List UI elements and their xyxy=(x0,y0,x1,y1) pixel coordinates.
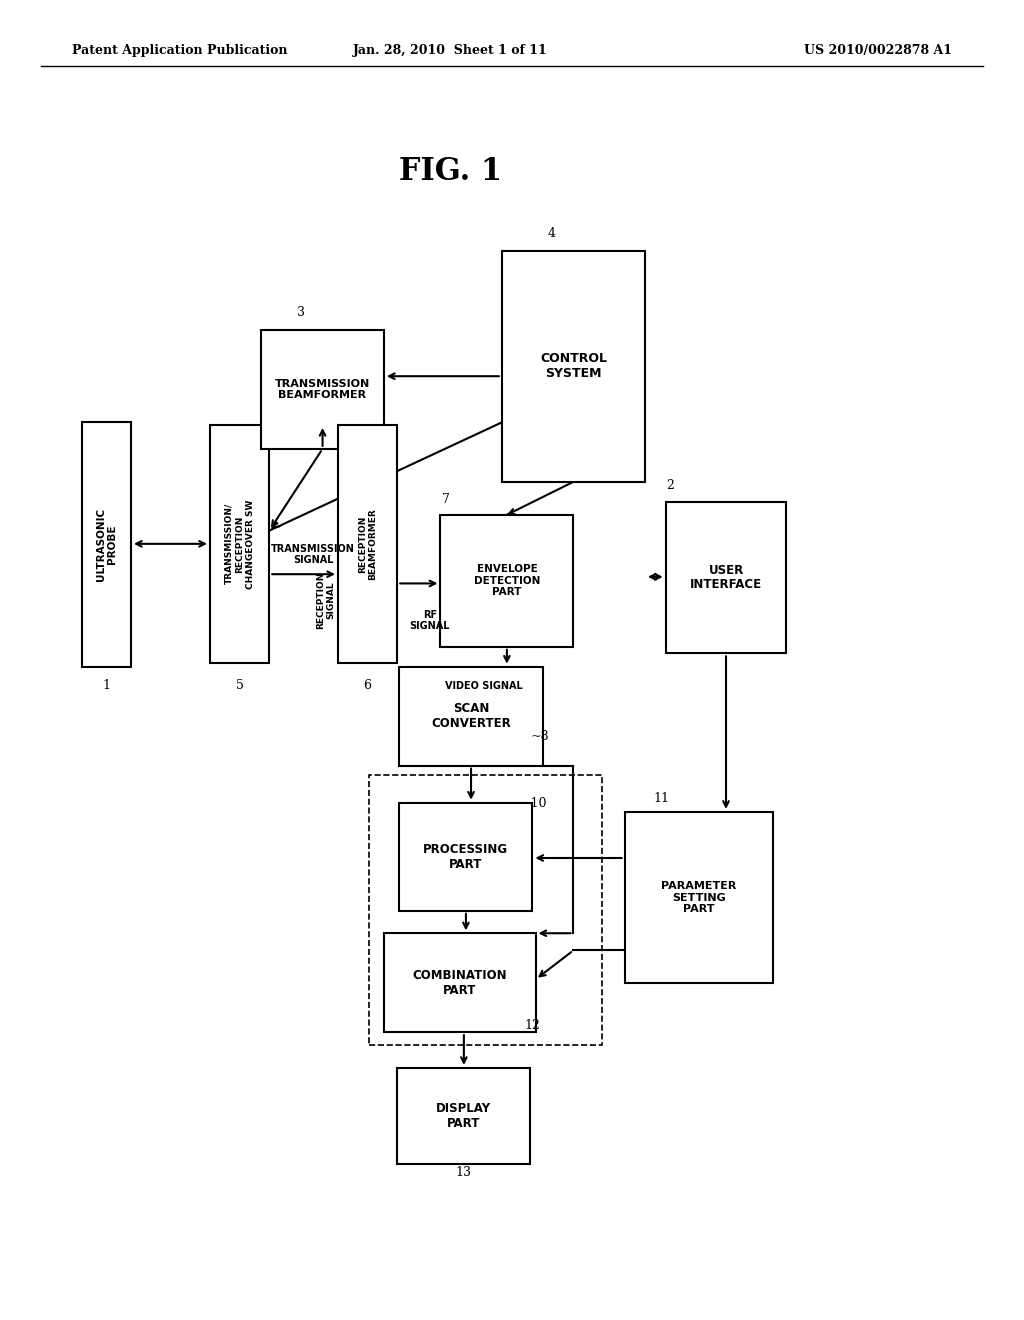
Text: 12: 12 xyxy=(524,1019,541,1032)
Text: PARAMETER
SETTING
PART: PARAMETER SETTING PART xyxy=(662,880,736,915)
Bar xyxy=(502,251,645,482)
Text: 7: 7 xyxy=(442,492,451,506)
Text: FIG. 1: FIG. 1 xyxy=(399,156,502,187)
Text: CONTROL
SYSTEM: CONTROL SYSTEM xyxy=(540,352,607,380)
Text: 6: 6 xyxy=(364,678,372,692)
Bar xyxy=(82,422,131,667)
Bar xyxy=(338,425,397,663)
Text: US 2010/0022878 A1: US 2010/0022878 A1 xyxy=(804,44,952,57)
Text: TRANSMISSION
SIGNAL: TRANSMISSION SIGNAL xyxy=(271,544,355,565)
Text: USER
INTERFACE: USER INTERFACE xyxy=(690,564,762,591)
Text: TRANSMISSION/
RECEPTION
CHANGEOVER SW: TRANSMISSION/ RECEPTION CHANGEOVER SW xyxy=(224,499,255,589)
Text: 13: 13 xyxy=(456,1166,472,1179)
Text: 11: 11 xyxy=(653,792,670,805)
Bar xyxy=(210,425,269,663)
Text: RECEPTION
SIGNAL: RECEPTION SIGNAL xyxy=(316,572,335,630)
Text: 3: 3 xyxy=(297,306,305,319)
Bar xyxy=(399,803,532,911)
Text: ULTRASONIC
PROBE: ULTRASONIC PROBE xyxy=(95,508,118,581)
Bar xyxy=(261,330,384,449)
Text: 5: 5 xyxy=(236,678,244,692)
Text: ~8: ~8 xyxy=(530,730,549,743)
Text: 2: 2 xyxy=(667,479,675,492)
Text: TRANSMISSION
BEAMFORMER: TRANSMISSION BEAMFORMER xyxy=(274,379,371,400)
Text: ENVELOPE
DETECTION
PART: ENVELOPE DETECTION PART xyxy=(474,564,540,598)
Bar xyxy=(399,667,543,766)
Text: 1: 1 xyxy=(102,678,111,692)
Text: RECEPTION
BEAMFORMER: RECEPTION BEAMFORMER xyxy=(358,508,377,579)
Text: ~10: ~10 xyxy=(520,797,547,810)
Text: SCAN
CONVERTER: SCAN CONVERTER xyxy=(431,702,511,730)
Text: Patent Application Publication: Patent Application Publication xyxy=(72,44,287,57)
Text: Jan. 28, 2010  Sheet 1 of 11: Jan. 28, 2010 Sheet 1 of 11 xyxy=(353,44,548,57)
Text: DISPLAY
PART: DISPLAY PART xyxy=(436,1102,492,1130)
Bar xyxy=(625,812,773,983)
Text: COMBINATION
PART: COMBINATION PART xyxy=(413,969,507,997)
Text: VIDEO SIGNAL: VIDEO SIGNAL xyxy=(445,681,523,692)
Bar xyxy=(666,502,786,653)
Text: PROCESSING
PART: PROCESSING PART xyxy=(423,842,509,871)
Text: RF
SIGNAL: RF SIGNAL xyxy=(410,610,451,631)
Bar xyxy=(440,515,573,647)
Text: 4: 4 xyxy=(548,227,556,240)
Bar xyxy=(384,933,536,1032)
Bar xyxy=(397,1068,530,1164)
Bar xyxy=(369,775,602,1045)
